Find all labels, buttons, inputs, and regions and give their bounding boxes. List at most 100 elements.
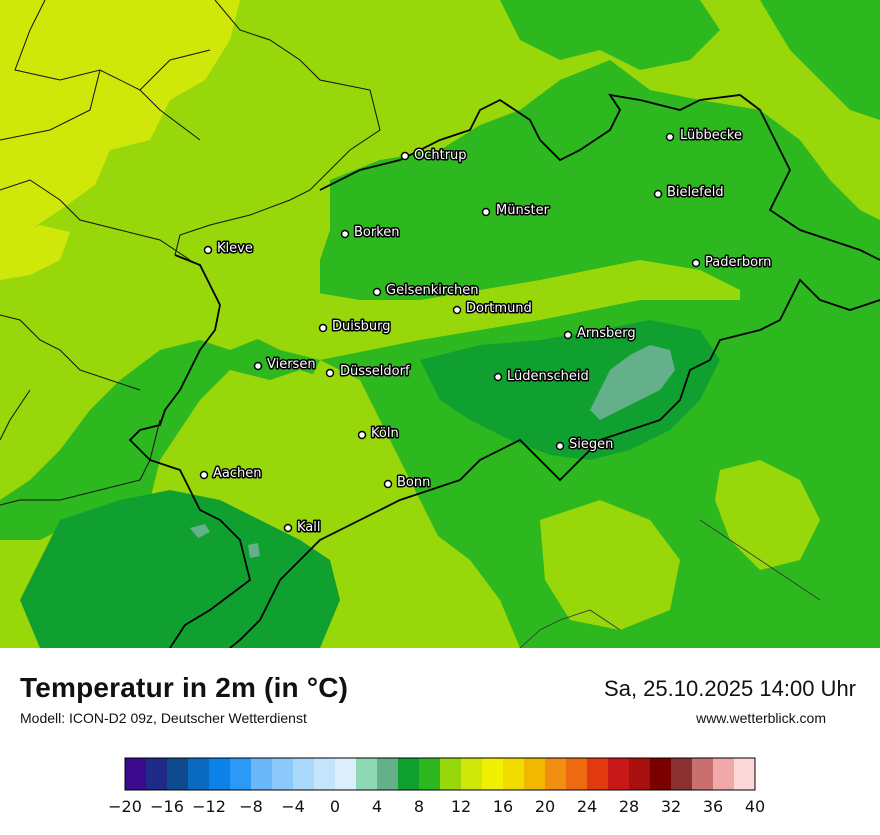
legend-tick-label: −12	[192, 797, 226, 816]
city-marker-dortmund[interactable]: Dortmund	[452, 300, 533, 318]
model-info: Modell: ICON-D2 09z, Deutscher Wetterdie…	[20, 710, 307, 726]
legend-tick-label: 4	[372, 797, 382, 816]
forecast-datetime: Sa, 25.10.2025 14:00 Uhr	[604, 676, 856, 701]
state-border	[128, 93, 880, 648]
temperature-map: Lübbecke Ochtrup Bielefeld Münster Borke…	[0, 0, 880, 648]
legend-swatch	[587, 758, 609, 790]
city-marker-gelsenkirchen[interactable]: Gelsenkirchen	[372, 282, 480, 300]
city-marker-viersen[interactable]: Viersen	[253, 356, 317, 374]
warm-patch-borken	[300, 180, 330, 260]
legend-tick-label: 36	[703, 797, 723, 816]
city-label-bonn: Bonn	[397, 475, 430, 490]
cold-zone-eifel-spot	[190, 524, 210, 538]
legend-swatch	[608, 758, 630, 790]
warm-patch-east	[715, 460, 820, 570]
legend-tick-label: 8	[414, 797, 424, 816]
city-label-siegen: Siegen	[569, 437, 613, 452]
legend-swatch	[272, 758, 294, 790]
mild-zone-northeast	[760, 0, 880, 120]
legend-swatch	[230, 758, 252, 790]
legend-swatch	[440, 758, 462, 790]
cold-zone-hohes-venn	[248, 543, 260, 558]
warm-band-ruhr	[230, 260, 740, 360]
city-marker-bonn[interactable]: Bonn	[383, 474, 432, 492]
district-lines	[519, 519, 821, 648]
city-label-duesseldorf: Düsseldorf	[340, 364, 410, 379]
legend-swatch	[734, 758, 756, 790]
border-lines	[0, 0, 381, 506]
legend-tick-label: 32	[661, 797, 681, 816]
city-marker-duisburg[interactable]: Duisburg	[318, 318, 392, 336]
legend-tick-label: 20	[535, 797, 555, 816]
city-marker-siegen[interactable]: Siegen	[555, 436, 615, 454]
city-label-koeln: Köln	[371, 426, 399, 441]
legend-tick-label: 40	[745, 797, 765, 816]
city-label-duisburg: Duisburg	[332, 319, 391, 334]
legend-swatch	[167, 758, 189, 790]
legend-swatch	[692, 758, 714, 790]
legend-tick-label: 16	[493, 797, 513, 816]
legend-frame	[124, 757, 756, 791]
city-marker-borken[interactable]: Borken	[340, 224, 401, 242]
city-label-viersen: Viersen	[267, 357, 316, 372]
city-label-arnsberg: Arnsberg	[577, 326, 636, 341]
legend-swatch	[209, 758, 231, 790]
city-marker-paderborn[interactable]: Paderborn	[691, 254, 773, 272]
city-label-kall: Kall	[297, 520, 321, 535]
legend-swatch	[314, 758, 336, 790]
warm-zone-west	[0, 225, 70, 280]
city-label-bielefeld: Bielefeld	[667, 185, 724, 200]
legend-swatch	[188, 758, 210, 790]
legend-tick-label: 0	[330, 797, 340, 816]
legend-swatch	[293, 758, 315, 790]
legend-swatch	[461, 758, 483, 790]
legend-swatch	[146, 758, 168, 790]
legend-swatch	[503, 758, 525, 790]
mild-zone-main	[0, 60, 880, 648]
mild-zone-north	[500, 0, 720, 70]
warm-zone-northwest	[0, 0, 240, 240]
city-label-muenster: Münster	[496, 203, 550, 218]
legend-tick-label: 28	[619, 797, 639, 816]
city-marker-ochtrup[interactable]: Ochtrup	[400, 147, 468, 165]
city-label-gelsenkirchen: Gelsenkirchen	[386, 283, 479, 298]
legend-swatch	[398, 758, 420, 790]
legend-swatches	[125, 758, 756, 790]
legend-swatch	[629, 758, 651, 790]
legend-swatch	[671, 758, 693, 790]
city-label-paderborn: Paderborn	[705, 255, 771, 270]
legend-swatch	[419, 758, 441, 790]
color-legend: −20 −16 −12 −8 −4 0 4 8 12 16 20 24 28 32 36 40	[0, 752, 880, 830]
legend-tick-label: −4	[281, 797, 305, 816]
legend-swatch	[356, 758, 378, 790]
legend-tick-label: 24	[577, 797, 597, 816]
legend-tick-label: 12	[451, 797, 471, 816]
cold-zone-rothaar	[590, 345, 675, 420]
city-marker-muenster[interactable]: Münster	[481, 202, 551, 220]
city-label-aachen: Aachen	[213, 466, 261, 481]
city-label-luebbecke: Lübbecke	[680, 128, 742, 143]
city-marker-koeln[interactable]: Köln	[357, 425, 400, 443]
city-marker-arnsberg[interactable]: Arnsberg	[563, 325, 637, 343]
legend-swatch	[566, 758, 588, 790]
legend-ticks: −20 −16 −12 −8 −4 0 4 8 12 16 20 24 28 32 36 40	[108, 797, 765, 816]
legend-tick-label: −20	[108, 797, 142, 816]
website-link[interactable]: www.wetterblick.com	[696, 710, 826, 726]
city-marker-bielefeld[interactable]: Bielefeld	[653, 184, 725, 202]
legend-swatch	[125, 758, 147, 790]
legend-swatch	[713, 758, 735, 790]
city-label-dortmund: Dortmund	[466, 301, 532, 316]
city-marker-luebbecke[interactable]: Lübbecke	[665, 127, 743, 145]
city-label-borken: Borken	[354, 225, 400, 240]
legend-swatch	[524, 758, 546, 790]
city-marker-duesseldorf[interactable]: Düsseldorf	[325, 363, 411, 381]
legend-swatch	[650, 758, 672, 790]
map-svg: Lübbecke Ochtrup Bielefeld Münster Borke…	[0, 0, 880, 648]
city-marker-kleve[interactable]: Kleve	[203, 240, 254, 258]
city-marker-kall[interactable]: Kall	[283, 519, 322, 537]
legend-swatch	[251, 758, 273, 790]
city-marker-aachen[interactable]: Aachen	[199, 465, 263, 483]
map-footer: Temperatur in 2m (in °C) Modell: ICON-D2…	[0, 648, 880, 830]
cool-zone-eifel	[20, 490, 340, 648]
city-marker-luedenscheid[interactable]: Lüdenscheid	[493, 368, 590, 386]
